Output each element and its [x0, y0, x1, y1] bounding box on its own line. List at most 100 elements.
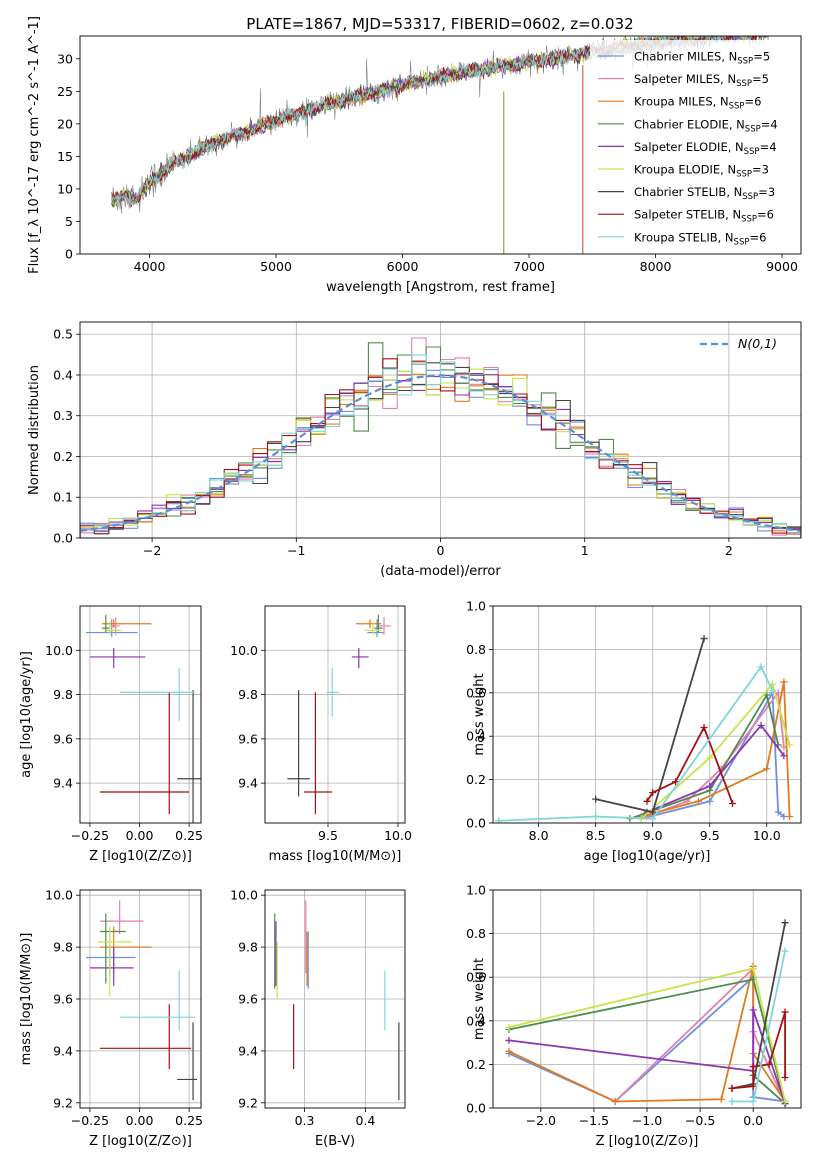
marker-plus — [781, 1073, 789, 1081]
x-tick-label: 2 — [725, 543, 733, 558]
marker-plus — [649, 808, 657, 816]
spectrum-panel: 4000 5000 6000 7000 8000 9000 0 5 10 15 20 25 30 wave… — [27, 16, 802, 295]
spectrum-legend: Chabrier MILES, NSSP=5 Salpeter MILES, NS… — [590, 40, 798, 250]
y-tick-label: 0.1 — [53, 490, 73, 505]
marker-plus — [757, 663, 765, 671]
marker-plus — [768, 687, 776, 695]
mass-vs-ebv-plot-area — [265, 890, 405, 1108]
y-tick-label: 0.4 — [53, 367, 73, 382]
errorbar-point — [85, 619, 138, 637]
residual-histogram-frame — [79, 321, 802, 539]
legend-entry: Salpeter STELIB, NSSP=6 — [634, 208, 774, 225]
y-tick-label: 9.6 — [238, 992, 258, 1007]
marker-plus — [700, 724, 708, 732]
x-tick-label: 6000 — [387, 259, 419, 274]
errorbar-point — [99, 900, 144, 935]
errorbar-point — [304, 692, 333, 815]
plots-layer: 4000 5000 6000 7000 8000 9000051015202530wave… — [19, 16, 802, 1149]
marker-plus — [781, 947, 789, 955]
marker-plus — [749, 1063, 757, 1071]
age-vs-Z-panel: −0.25 0.00 0.25 9.4 9.6 9.8 10.0 Z [log10(Z/Z⊙)… — [19, 605, 203, 864]
marker-plus — [728, 1084, 736, 1092]
x-axis-label: age [log10(age/yr)] — [584, 849, 711, 864]
y-tick-label: 10.0 — [45, 888, 73, 903]
x-axis-label: Z [log10(Z/Z⊙)] — [596, 1134, 699, 1149]
errorbar-point — [177, 1022, 198, 1101]
y-tick-label: 9.2 — [53, 1095, 73, 1110]
mass-weight-series — [505, 964, 789, 1105]
y-tick-label: 9.8 — [238, 687, 258, 702]
marker-plus — [694, 797, 702, 805]
marker-plus — [786, 741, 794, 749]
x-tick-label: 7000 — [513, 259, 545, 274]
marker-plus — [505, 1036, 513, 1044]
x-tick-label: −2.0 — [526, 1113, 556, 1128]
y-tick-label: 0.0 — [466, 816, 486, 831]
marker-plus — [592, 795, 600, 803]
x-axis-label: (data-model)/error — [380, 564, 501, 579]
figure-title: PLATE=1867, MJD=53317, FIBERID=0602, z=0… — [246, 15, 633, 33]
errorbar-point — [97, 926, 132, 997]
y-tick-label: 0.0 — [53, 531, 73, 546]
x-tick-label: 8000 — [640, 259, 672, 274]
y-tick-label: 0.4 — [466, 1013, 486, 1028]
marker-plus — [717, 1095, 725, 1103]
y-tick-label: 1.0 — [466, 599, 486, 614]
spectrum-frame — [79, 35, 802, 255]
y-tick-label: 0.3 — [53, 408, 73, 423]
marker-plus — [649, 815, 657, 823]
legend-entry: Kroupa MILES, NSSP=6 — [634, 95, 761, 112]
errorbar-point — [351, 648, 369, 668]
x-tick-label: 5000 — [260, 259, 292, 274]
age-vs-Z-plot-area — [80, 606, 201, 823]
x-tick-label: 1 — [581, 543, 589, 558]
x-tick-label: −0.25 — [71, 1113, 109, 1128]
x-tick-label: 10.0 — [384, 828, 412, 843]
x-tick-label: 9.5 — [700, 828, 720, 843]
marker-plus — [706, 782, 714, 790]
y-tick-label: 9.6 — [53, 992, 73, 1007]
x-tick-label: 0.4 — [355, 1113, 375, 1128]
legend-entry: Chabrier ELODIE, NSSP=4 — [634, 117, 778, 134]
x-tick-label: 0.25 — [175, 828, 203, 843]
y-tick-label: 10.0 — [230, 888, 258, 903]
y-tick-label: 9.4 — [53, 776, 73, 791]
x-axis-label: wavelength [Angstrom, rest frame] — [326, 280, 555, 295]
marker-plus — [786, 812, 794, 820]
marker-plus — [505, 1047, 513, 1055]
age-vs-Z-frame — [79, 605, 202, 824]
errorbar-point — [99, 926, 152, 974]
legend-entry: Chabrier MILES, NSSP=5 — [634, 50, 770, 67]
y-tick-label: 15 — [57, 149, 73, 164]
histogram-legend: N(0,1) — [700, 336, 777, 351]
mass-weight-vs-Z-frame — [492, 889, 802, 1109]
marker-plus — [780, 678, 788, 686]
y-tick-label: 9.8 — [53, 687, 73, 702]
y-tick-label: 0 — [65, 247, 73, 262]
y-axis-label: mass weight — [472, 958, 487, 1040]
x-tick-label: 0.0 — [743, 1113, 763, 1128]
marker-plus — [749, 1097, 757, 1105]
marker-plus — [781, 919, 789, 927]
errorbar-point — [101, 614, 110, 633]
y-tick-label: 9.4 — [238, 1043, 258, 1058]
marker-plus — [592, 812, 600, 820]
marker-plus — [763, 691, 771, 699]
x-tick-label: 10.0 — [753, 828, 781, 843]
marker-plus — [781, 1008, 789, 1016]
marker-plus — [780, 752, 788, 760]
mass-weight-vs-Z-panel: −2.0 −1.5 −1.0 −0.5 0.0 0.0 0.2 0.4 0.6 0.8 1.0 Z [… — [466, 883, 802, 1149]
mass-weight-series — [643, 721, 788, 816]
x-axis-label: Z [log10(Z/Z⊙)] — [89, 849, 192, 864]
mass-vs-Z-panel: −0.25 0.00 0.25 9.2 9.4 9.6 9.8 10.0 Z [log10(Z/… — [19, 888, 203, 1149]
x-tick-label: 8.5 — [586, 828, 606, 843]
mass-weight-vs-age-plot-area — [493, 606, 801, 823]
mass-weight-series — [643, 724, 737, 807]
x-tick-label: 0.25 — [175, 1113, 203, 1128]
y-tick-label: 9.6 — [53, 731, 73, 746]
y-tick-label: 1.0 — [466, 883, 486, 898]
y-tick-label: 9.4 — [53, 1043, 73, 1058]
legend-entry: Chabrier STELIB, NSSP=3 — [634, 185, 775, 202]
age-vs-mass-plot-area — [265, 606, 405, 823]
